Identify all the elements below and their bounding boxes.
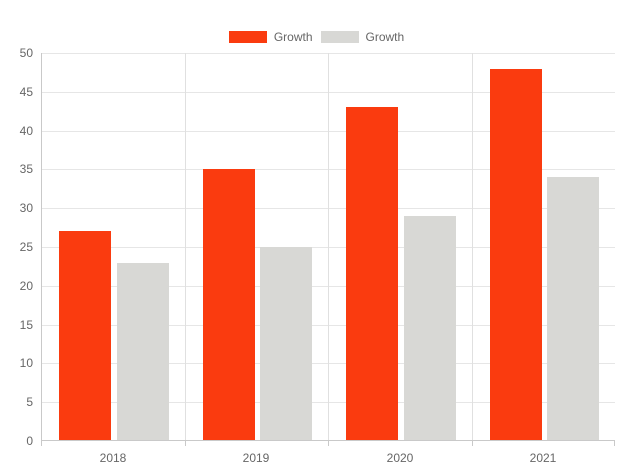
y-axis-line bbox=[41, 53, 42, 441]
y-axis-label: 25 bbox=[19, 240, 33, 254]
y-axis-label: 30 bbox=[19, 201, 33, 215]
gridline bbox=[185, 53, 186, 441]
axis-tick bbox=[41, 441, 42, 446]
bar-gray-2021 bbox=[547, 177, 599, 441]
y-axis-label: 5 bbox=[26, 395, 33, 409]
y-axis-label: 35 bbox=[19, 162, 33, 176]
bar-red-2020 bbox=[346, 107, 398, 441]
gridline bbox=[472, 53, 473, 441]
bar-gray-2018 bbox=[117, 263, 169, 441]
axis-tick bbox=[185, 441, 186, 446]
bar-gray-2019 bbox=[260, 247, 312, 441]
x-axis-label: 2020 bbox=[386, 451, 414, 465]
y-axis-label: 40 bbox=[19, 124, 33, 138]
x-axis-label: 2021 bbox=[529, 451, 557, 465]
chart-legend: Growth Growth bbox=[0, 27, 633, 47]
legend-swatch-icon bbox=[320, 31, 359, 43]
x-axis-label: 2019 bbox=[242, 451, 270, 465]
axis-tick bbox=[472, 441, 473, 446]
legend-item-series1[interactable]: Growth bbox=[228, 30, 313, 44]
legend-label: Growth bbox=[365, 30, 405, 44]
y-axis-label: 10 bbox=[19, 356, 33, 370]
bar-red-2018 bbox=[59, 231, 111, 441]
plot-area bbox=[41, 53, 615, 441]
y-axis-label: 15 bbox=[19, 318, 33, 332]
bar-gray-2020 bbox=[404, 216, 456, 441]
legend-label: Growth bbox=[273, 30, 313, 44]
x-axis-line bbox=[41, 440, 615, 441]
legend-swatch-icon bbox=[228, 31, 267, 43]
bar-red-2019 bbox=[203, 169, 255, 441]
axis-tick bbox=[614, 441, 615, 446]
y-axis-label: 45 bbox=[19, 85, 33, 99]
bar-red-2021 bbox=[490, 69, 542, 441]
y-axis-label: 50 bbox=[19, 46, 33, 60]
axis-tick bbox=[328, 441, 329, 446]
x-axis-label: 2018 bbox=[99, 451, 127, 465]
y-axis-label: 20 bbox=[19, 279, 33, 293]
y-axis-label: 0 bbox=[26, 434, 33, 448]
legend-item-series2[interactable]: Growth bbox=[320, 30, 405, 44]
gridline bbox=[328, 53, 329, 441]
